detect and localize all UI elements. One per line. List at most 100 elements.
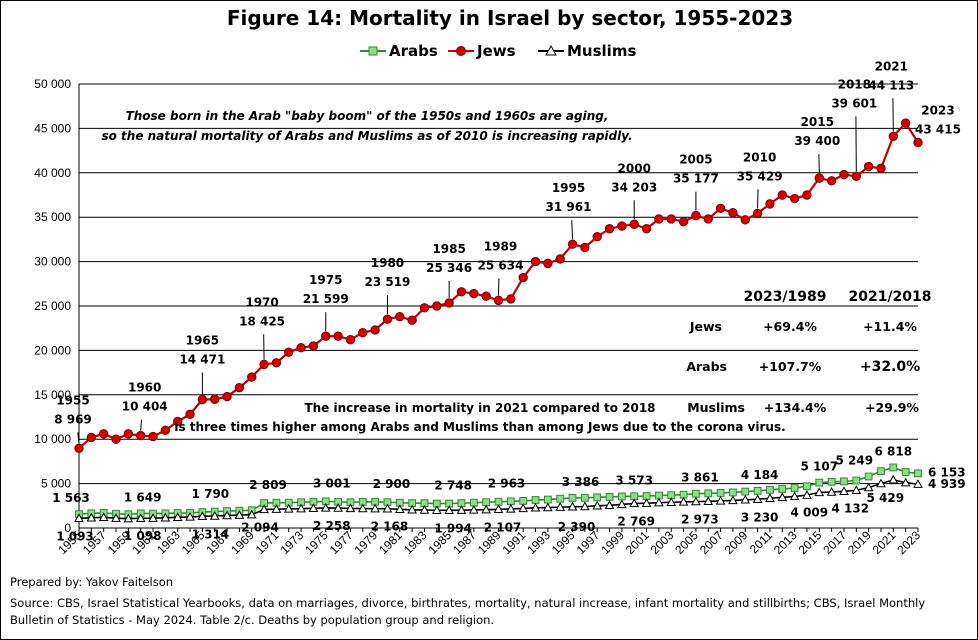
point-arabs-2005 bbox=[692, 489, 700, 498]
data-label-muslims-1995: 2 390 bbox=[558, 520, 596, 534]
point-jews-1984 bbox=[432, 301, 442, 311]
point-muslims-2018 bbox=[851, 485, 862, 494]
y-tick-0: 0 bbox=[64, 521, 71, 535]
table-row-label-arabs: Arabs bbox=[686, 359, 727, 374]
point-arabs-2014 bbox=[803, 482, 811, 491]
data-label-arabs-2021: 6 818 bbox=[875, 444, 913, 458]
point-jews-1992 bbox=[530, 256, 541, 267]
legend-marker-muslims bbox=[545, 44, 557, 56]
point-muslims-1983 bbox=[419, 505, 430, 514]
y-tick-2: 10 000 bbox=[34, 432, 71, 446]
point-arabs-2010 bbox=[753, 486, 762, 495]
point-muslims-2023 bbox=[913, 479, 923, 488]
y-axis: 0 5 000 10 000 15 000 20 000 25 000 30 000 35 0… bbox=[34, 77, 80, 535]
point-muslims-1990 bbox=[505, 503, 516, 513]
data-label-jews-1965: 1965 14 471 bbox=[179, 333, 225, 366]
data-label-muslims-2000: 2 769 bbox=[617, 514, 655, 528]
point-muslims-1965 bbox=[197, 511, 208, 521]
point-muslims-2019 bbox=[863, 482, 874, 492]
data-label-jews-1970: 1970 18 425 bbox=[239, 295, 285, 328]
point-arabs-1996 bbox=[580, 493, 589, 502]
data-label-arabs-1970: 2 809 bbox=[249, 478, 287, 492]
point-muslims-2002 bbox=[654, 497, 664, 507]
point-jews-1963 bbox=[173, 416, 183, 427]
point-muslims-1995 bbox=[567, 501, 578, 511]
point-muslims-2013 bbox=[789, 491, 800, 501]
point-jews-1991 bbox=[518, 272, 528, 283]
point-arabs-2006 bbox=[704, 489, 713, 498]
data-label-arabs-1995: 3 386 bbox=[562, 475, 600, 489]
point-jews-1978 bbox=[358, 327, 368, 338]
point-jews-1976 bbox=[333, 331, 343, 341]
point-arabs-2009 bbox=[741, 487, 750, 496]
point-jews-1966 bbox=[210, 394, 220, 404]
point-muslims-2004 bbox=[678, 496, 689, 506]
point-jews-2012 bbox=[777, 190, 787, 200]
point-jews-1989 bbox=[493, 295, 504, 306]
annotations: Those born in the Arab "baby boom" of th… bbox=[101, 109, 785, 434]
point-jews-1960 bbox=[135, 430, 146, 441]
point-jews-1956 bbox=[86, 432, 97, 443]
point-jews-2019 bbox=[863, 161, 874, 172]
point-arabs-1989 bbox=[494, 497, 503, 506]
point-muslims-1971 bbox=[271, 504, 282, 513]
point-arabs-2011 bbox=[766, 485, 774, 494]
point-jews-1965 bbox=[197, 394, 208, 405]
point-muslims-1958 bbox=[111, 513, 121, 522]
point-jews-1964 bbox=[185, 409, 195, 420]
y-tick-4: 20 000 bbox=[34, 343, 71, 357]
point-muslims-1988 bbox=[481, 504, 492, 514]
point-jews-2022 bbox=[900, 118, 911, 128]
point-muslims-1964 bbox=[185, 511, 195, 521]
source-line-2: Bulletin of Statistics - May 2024. Table… bbox=[10, 613, 495, 627]
data-label-muslims-2018: 4 132 bbox=[832, 501, 870, 515]
series-layer bbox=[74, 118, 923, 523]
point-arabs-2017 bbox=[840, 477, 848, 486]
x-tick-2013: 2013 bbox=[771, 528, 800, 557]
point-jews-1995 bbox=[567, 239, 578, 249]
point-jews-2018 bbox=[851, 171, 862, 182]
point-arabs-1991 bbox=[519, 497, 528, 505]
point-muslims-1959 bbox=[123, 513, 134, 523]
point-jews-1958 bbox=[111, 434, 121, 444]
point-jews-1983 bbox=[419, 303, 430, 313]
x-tick-2003: 2003 bbox=[648, 528, 677, 557]
point-muslims-2007 bbox=[715, 495, 726, 505]
point-jews-1977 bbox=[345, 335, 356, 345]
data-label-jews-2015: 2015 39 400 bbox=[794, 115, 840, 148]
data-label-muslims-2005: 2 973 bbox=[681, 513, 719, 527]
point-jews-2005 bbox=[691, 210, 701, 221]
data-label-muslims-2010: 3 230 bbox=[741, 510, 779, 524]
point-muslims-2021 bbox=[888, 474, 899, 484]
data-label-arabs-1960: 1 649 bbox=[124, 490, 162, 504]
point-jews-2011 bbox=[765, 199, 775, 209]
y-tick-9: 45 000 bbox=[34, 121, 71, 135]
legend-label-jews: Jews bbox=[476, 42, 516, 60]
point-muslims-2009 bbox=[740, 494, 751, 504]
point-arabs-2016 bbox=[827, 477, 836, 486]
data-label-muslims-1960: 1 098 bbox=[124, 529, 162, 543]
corona-note-line-2: is three times higher among Arabs and Mu… bbox=[174, 420, 785, 434]
table-header-2023-1989: 2023/1989 bbox=[743, 289, 826, 305]
data-label-jews-1955: 1955 8 969 bbox=[54, 393, 92, 426]
point-muslims-1975 bbox=[320, 502, 331, 512]
table-cell-muslims-c1: +134.4% bbox=[764, 400, 827, 415]
point-jews-1981 bbox=[395, 311, 405, 322]
point-muslims-1982 bbox=[407, 504, 417, 514]
point-muslims-1981 bbox=[394, 504, 405, 514]
legend-marker-arabs bbox=[368, 46, 378, 56]
prepared-by: Prepared by: Yakov Faitelson bbox=[10, 575, 174, 589]
point-arabs-1988 bbox=[482, 498, 491, 507]
data-label-jews-2021: 2021 44 113 bbox=[868, 59, 914, 92]
corona-note-line-1: The increase in mortality in 2021 compar… bbox=[304, 401, 655, 415]
point-muslims-2022 bbox=[900, 477, 911, 487]
data-label-arabs-2018: 5 249 bbox=[836, 453, 874, 467]
source-line-1: Source: CBS, Israel Statistical Yearbook… bbox=[10, 596, 926, 610]
point-muslims-1998 bbox=[604, 500, 615, 509]
point-arabs-1990 bbox=[506, 497, 515, 506]
point-muslims-1974 bbox=[308, 503, 319, 512]
point-muslims-1999 bbox=[617, 499, 627, 509]
point-muslims-1968 bbox=[234, 510, 245, 519]
point-jews-2006 bbox=[703, 214, 713, 224]
